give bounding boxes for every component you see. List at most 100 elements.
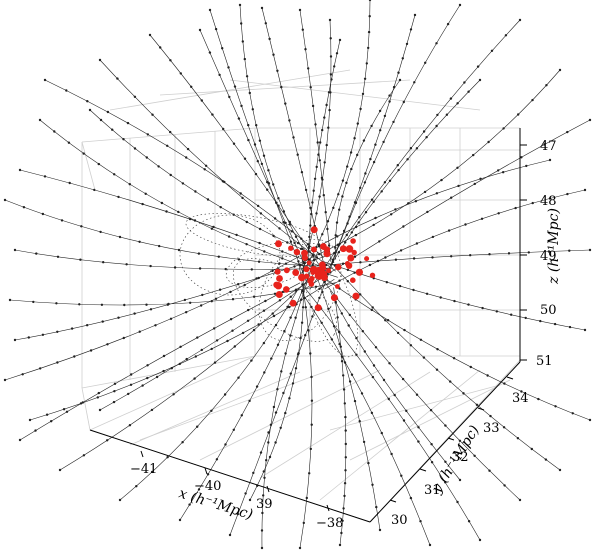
track-point: [303, 296, 306, 300]
track-point: [554, 405, 557, 408]
track-point: [248, 498, 252, 502]
particle-track: [302, 284, 481, 541]
track-point: [340, 360, 344, 363]
track-point: [364, 211, 368, 214]
track-point: [356, 153, 359, 157]
track-point: [304, 334, 307, 337]
track-point: [82, 454, 86, 457]
track-point: [488, 253, 491, 256]
track-point: [340, 531, 343, 535]
track-point: [397, 71, 400, 74]
track-point: [308, 472, 311, 475]
track-point: [3, 198, 7, 202]
track-point: [284, 102, 287, 105]
grid-line: [139, 369, 331, 441]
grid-line: [129, 371, 301, 446]
track-point: [417, 426, 420, 429]
track-point: [348, 380, 352, 383]
track-point: [335, 52, 339, 55]
track-point: [502, 171, 505, 174]
track-point: [370, 411, 374, 415]
track-point: [358, 216, 361, 219]
track-point: [231, 298, 235, 301]
track-point: [282, 221, 285, 224]
track-point: [583, 328, 587, 332]
track-point: [307, 67, 310, 70]
track-point: [302, 290, 305, 293]
track-point: [248, 91, 251, 95]
track-point: [241, 40, 244, 43]
track-point: [272, 234, 275, 238]
track-point: [262, 154, 266, 157]
particle-track: [322, 261, 586, 331]
track-point: [280, 85, 283, 89]
track-point: [28, 418, 32, 422]
track-point: [100, 303, 104, 306]
track-point: [321, 233, 324, 236]
track-point: [525, 164, 528, 168]
track-point: [221, 47, 224, 50]
track-point: [237, 117, 241, 120]
track-point: [326, 220, 330, 223]
track-point: [341, 519, 344, 522]
track-point: [309, 206, 312, 210]
track-point: [393, 393, 396, 397]
track-point: [450, 196, 453, 199]
z-axis-label: z (h⁻¹Mpc): [546, 208, 562, 285]
track-point: [167, 302, 170, 306]
track-point: [228, 95, 231, 99]
track-point: [299, 247, 303, 251]
track-point: [478, 538, 482, 542]
track-point: [319, 141, 322, 144]
track-point: [514, 206, 517, 210]
track-point: [241, 331, 245, 335]
track-point: [341, 179, 345, 182]
track-point: [487, 140, 490, 144]
track-point: [273, 217, 277, 220]
orbit-path: [258, 238, 342, 342]
track-point: [289, 316, 292, 319]
particle-track: [239, 4, 310, 261]
track-point: [435, 368, 439, 371]
track-point: [113, 382, 117, 385]
track-point: [379, 129, 382, 132]
track-point: [232, 428, 235, 431]
track-point: [314, 285, 318, 288]
track-point: [363, 181, 367, 184]
red-point: [310, 270, 316, 275]
track-point: [113, 390, 116, 393]
track-point: [368, 15, 371, 18]
red-point: [283, 286, 290, 293]
track-point: [383, 114, 387, 118]
track-point: [388, 100, 391, 103]
red-point: [345, 245, 354, 253]
particle-track: [309, 249, 591, 267]
particle-track: [119, 287, 300, 501]
track-point: [344, 429, 347, 432]
grid-line: [81, 387, 91, 431]
track-point: [402, 225, 405, 228]
track-point: [346, 165, 349, 168]
track-point: [336, 316, 339, 319]
track-point: [266, 188, 269, 191]
track-point: [401, 377, 405, 381]
track-point: [332, 206, 335, 210]
track-point: [138, 330, 141, 333]
track-point: [394, 258, 398, 261]
track-point: [376, 259, 380, 263]
y-tick: [447, 437, 455, 441]
track-point: [282, 210, 286, 213]
track-point: [475, 403, 479, 406]
track-point: [177, 210, 180, 214]
track-point: [338, 38, 342, 42]
track-point: [520, 156, 523, 159]
track-point: [297, 352, 300, 355]
track-point: [343, 494, 346, 498]
track-point: [355, 353, 358, 356]
particle-track: [199, 29, 313, 283]
track-point: [194, 190, 197, 193]
track-point: [304, 188, 308, 192]
track-point: [255, 277, 258, 280]
track-point: [50, 420, 53, 423]
track-point: [530, 447, 533, 451]
